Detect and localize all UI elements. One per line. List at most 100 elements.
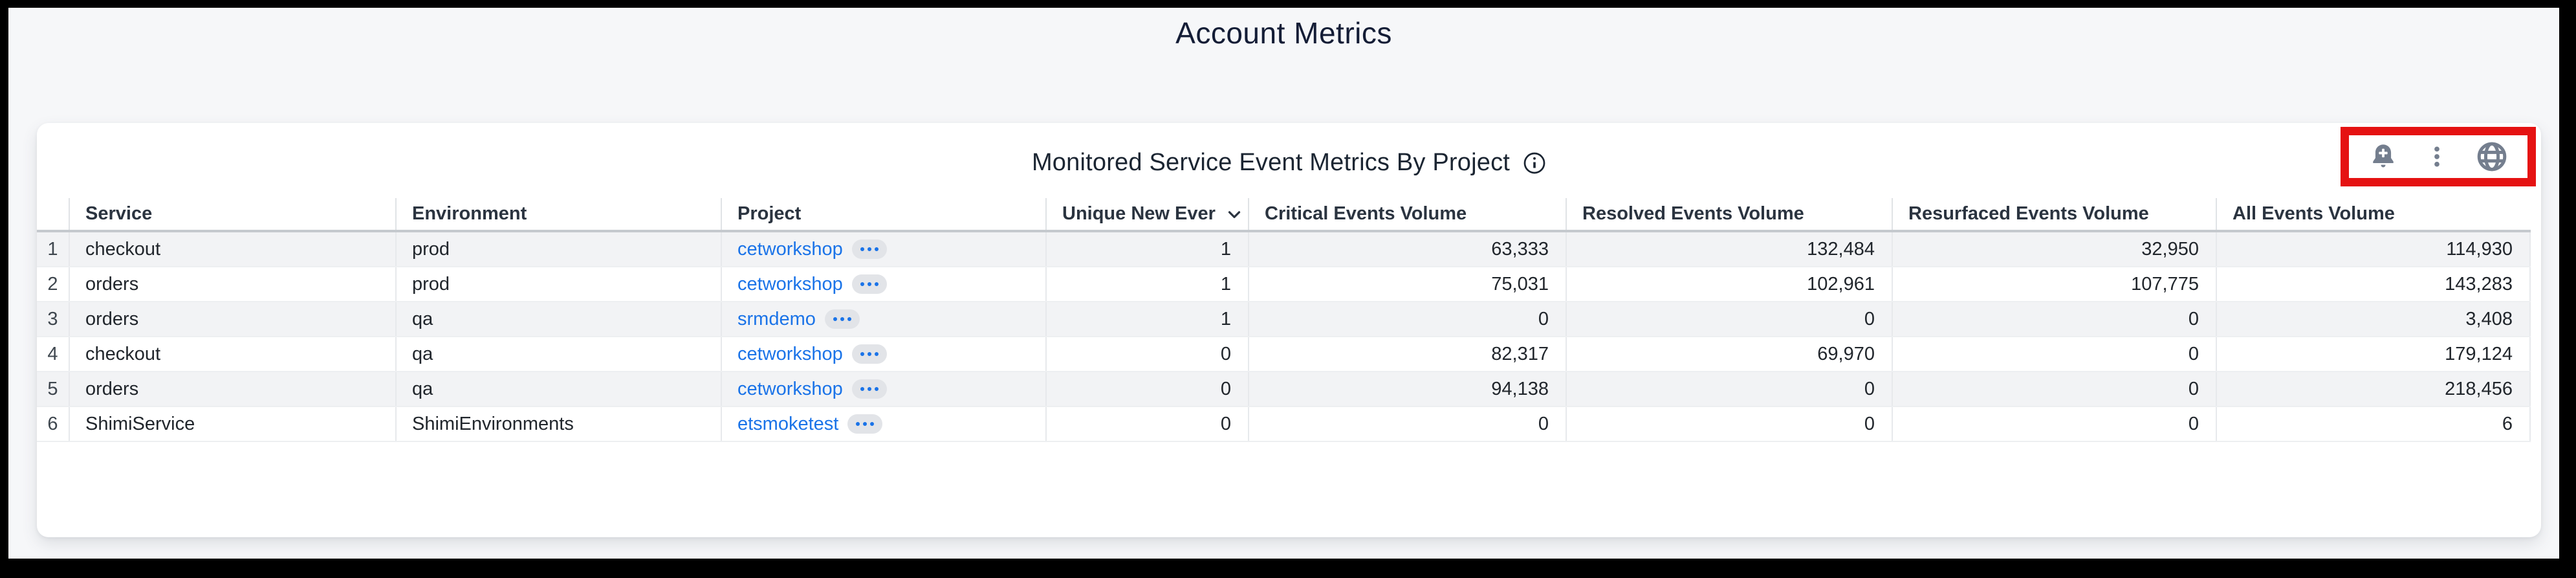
cell-unique-new-events: 0 <box>1045 337 1248 371</box>
project-link[interactable]: cetworkshop <box>737 273 843 295</box>
cell-service: checkout <box>69 337 395 371</box>
widget-title: Monitored Service Event Metrics By Proje… <box>1031 149 1511 176</box>
table-row: 2 orders prod cetworkshop 1 75,031 102,9… <box>37 267 2531 302</box>
cell-all-events: 3,408 <box>2216 302 2531 336</box>
project-more-icon[interactable] <box>851 344 887 364</box>
project-more-icon[interactable] <box>851 239 887 259</box>
cell-environment: qa <box>395 337 721 371</box>
cell-project: etsmoketest <box>721 407 1045 441</box>
cell-environment: qa <box>395 302 721 336</box>
cell-service: orders <box>69 372 395 406</box>
table-row: 6 ShimiService ShimiEnvironments etsmoke… <box>37 407 2531 442</box>
cell-resurfaced-events: 0 <box>1892 372 2216 406</box>
col-header-environment[interactable]: Environment <box>395 198 721 230</box>
col-header-resurfaced-events[interactable]: Resurfaced Events Volume <box>1892 198 2216 230</box>
project-more-icon[interactable] <box>847 414 883 434</box>
col-header-label: Environment <box>412 203 527 224</box>
cell-resolved-events: 0 <box>1566 407 1892 441</box>
cell-project: cetworkshop <box>721 372 1045 406</box>
project-link[interactable]: etsmoketest <box>737 413 839 434</box>
cell-resolved-events: 0 <box>1566 372 1892 406</box>
table-header-row: Service Environment Project Unique New E… <box>37 198 2531 232</box>
project-more-icon[interactable] <box>851 379 887 399</box>
project-link[interactable]: cetworkshop <box>737 238 843 260</box>
info-icon[interactable] <box>1523 151 1546 175</box>
cell-all-events: 218,456 <box>2216 372 2531 406</box>
cell-environment: prod <box>395 267 721 301</box>
row-index: 6 <box>47 413 58 434</box>
project-more-icon[interactable] <box>824 309 860 329</box>
cell-critical-events: 82,317 <box>1248 337 1566 371</box>
col-header-resolved-events[interactable]: Resolved Events Volume <box>1566 198 1892 230</box>
page-title: Account Metrics <box>1175 16 1392 50</box>
cell-critical-events: 63,333 <box>1248 232 1566 266</box>
cell-environment: qa <box>395 372 721 406</box>
cell-service: orders <box>69 302 395 336</box>
project-link[interactable]: srmdemo <box>737 308 816 329</box>
col-header-label: All Events Volume <box>2232 203 2395 224</box>
col-header-label: Project <box>737 203 802 224</box>
globe-icon[interactable] <box>2476 140 2508 173</box>
table-row: 3 orders qa srmdemo 1 0 0 0 3,408 <box>37 302 2531 337</box>
cell-service: checkout <box>69 232 395 266</box>
dashboard-page: Account Metrics Monitored Service Event … <box>8 8 2559 559</box>
cell-unique-new-events: 1 <box>1045 232 1248 266</box>
col-header-unique-new-events[interactable]: Unique New Ever <box>1045 198 1248 230</box>
cell-resolved-events: 0 <box>1566 302 1892 336</box>
col-header-service[interactable]: Service <box>69 198 395 230</box>
cell-service: ShimiService <box>69 407 395 441</box>
cell-resurfaced-events: 0 <box>1892 302 2216 336</box>
cell-environment: ShimiEnvironments <box>395 407 721 441</box>
row-index: 4 <box>47 343 58 364</box>
cell-service: orders <box>69 267 395 301</box>
col-header-critical-events[interactable]: Critical Events Volume <box>1248 198 1566 230</box>
cell-environment: prod <box>395 232 721 266</box>
create-monitor-bell-icon[interactable] <box>2368 142 2398 172</box>
metrics-table: Service Environment Project Unique New E… <box>37 198 2531 442</box>
row-index: 5 <box>47 378 58 399</box>
cell-resolved-events: 102,961 <box>1566 267 1892 301</box>
cell-project: srmdemo <box>721 302 1045 336</box>
cell-unique-new-events: 1 <box>1045 267 1248 301</box>
project-link[interactable]: cetworkshop <box>737 378 843 399</box>
row-index: 3 <box>47 308 58 329</box>
kebab-menu-icon[interactable] <box>2424 142 2450 172</box>
cell-all-events: 179,124 <box>2216 337 2531 371</box>
row-index: 1 <box>47 238 58 260</box>
cell-resurfaced-events: 32,950 <box>1892 232 2216 266</box>
row-index: 2 <box>47 273 58 295</box>
cell-project: cetworkshop <box>721 267 1045 301</box>
table-row: 1 checkout prod cetworkshop 1 63,333 132… <box>37 232 2531 267</box>
widget-card: Monitored Service Event Metrics By Proje… <box>37 123 2541 537</box>
sort-chevron-down-icon <box>1228 210 1241 218</box>
col-header-label: Resolved Events Volume <box>1582 203 1804 224</box>
col-header-index <box>37 198 69 230</box>
cell-critical-events: 94,138 <box>1248 372 1566 406</box>
col-header-all-events[interactable]: All Events Volume <box>2216 198 2531 230</box>
col-header-label: Critical Events Volume <box>1265 203 1467 224</box>
cell-resurfaced-events: 0 <box>1892 407 2216 441</box>
cell-resurfaced-events: 0 <box>1892 337 2216 371</box>
col-header-label: Service <box>85 203 153 224</box>
cell-project: cetworkshop <box>721 232 1045 266</box>
widget-title-row: Monitored Service Event Metrics By Proje… <box>37 149 2541 177</box>
cell-all-events: 6 <box>2216 407 2531 441</box>
cell-critical-events: 0 <box>1248 407 1566 441</box>
cell-critical-events: 0 <box>1248 302 1566 336</box>
widget-toolbar-highlighted <box>2341 127 2536 186</box>
project-link[interactable]: cetworkshop <box>737 343 843 364</box>
cell-all-events: 143,283 <box>2216 267 2531 301</box>
cell-resurfaced-events: 107,775 <box>1892 267 2216 301</box>
cell-unique-new-events: 0 <box>1045 372 1248 406</box>
table-row: 4 checkout qa cetworkshop 0 82,317 69,97… <box>37 337 2531 372</box>
col-header-label: Resurfaced Events Volume <box>1908 203 2149 224</box>
project-more-icon[interactable] <box>851 274 887 294</box>
cell-project: cetworkshop <box>721 337 1045 371</box>
cell-unique-new-events: 1 <box>1045 302 1248 336</box>
cell-critical-events: 75,031 <box>1248 267 1566 301</box>
cell-resolved-events: 69,970 <box>1566 337 1892 371</box>
col-header-project[interactable]: Project <box>721 198 1045 230</box>
cell-unique-new-events: 0 <box>1045 407 1248 441</box>
cell-resolved-events: 132,484 <box>1566 232 1892 266</box>
col-header-label: Unique New Ever <box>1062 203 1216 224</box>
